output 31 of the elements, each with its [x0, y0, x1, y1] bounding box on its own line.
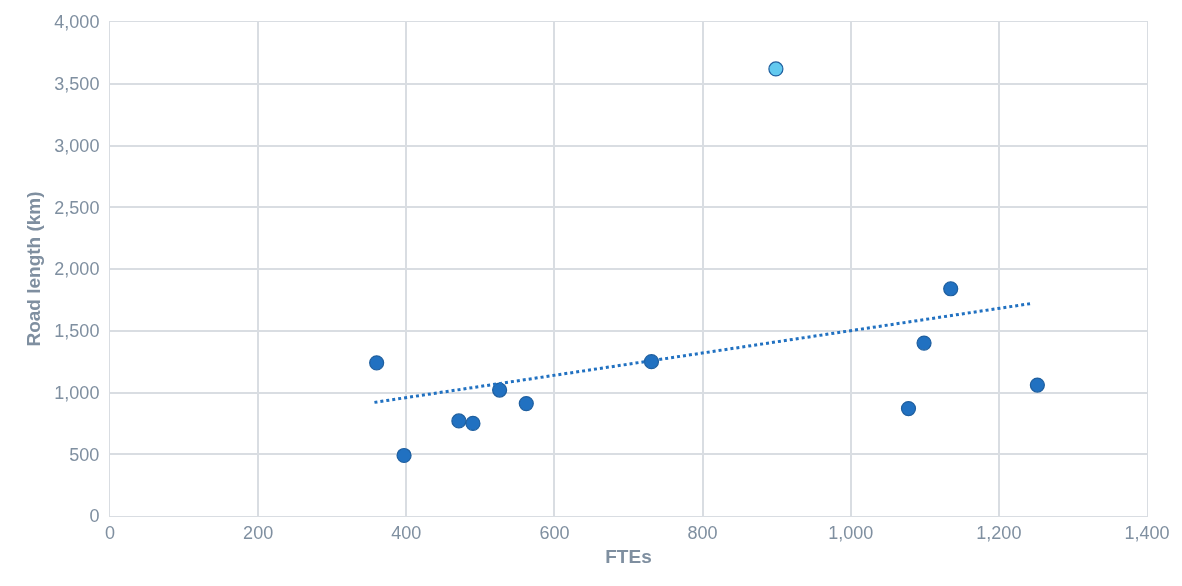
point — [369, 355, 385, 371]
x-tick-label: 1,000 — [828, 522, 874, 543]
y-tick-label: 4,000 — [54, 12, 100, 33]
point — [396, 447, 412, 464]
y-tick-label: 500 — [69, 444, 100, 465]
x-tick-label: 400 — [391, 522, 422, 543]
point — [451, 413, 467, 429]
y-axis-title: Road length (km) — [23, 191, 45, 347]
y-tick-label: 1,000 — [54, 382, 100, 403]
x-tick-label: 800 — [687, 522, 718, 543]
y-tick-label: 2,000 — [54, 259, 100, 280]
point — [643, 354, 660, 370]
x-tick-label: 1,400 — [1124, 522, 1170, 543]
x-tick-label: 1,200 — [976, 522, 1022, 543]
point — [943, 281, 959, 297]
point — [465, 415, 481, 431]
point — [916, 335, 932, 351]
point — [1029, 377, 1045, 393]
y-tick-label: 2,500 — [54, 197, 100, 218]
y-tick-label: 1,500 — [54, 321, 100, 342]
y-tick-label: 3,500 — [54, 74, 100, 95]
y-tick-label: 3,000 — [54, 135, 100, 156]
y-tick-label: 0 — [89, 506, 100, 527]
point — [518, 396, 534, 412]
x-axis-title: FTEs — [605, 546, 652, 568]
x-tick-label: 0 — [104, 522, 116, 543]
point — [492, 382, 508, 398]
point — [768, 61, 784, 77]
x-tick-label: 200 — [243, 522, 274, 543]
point — [900, 400, 917, 417]
x-tick-label: 600 — [539, 522, 570, 543]
